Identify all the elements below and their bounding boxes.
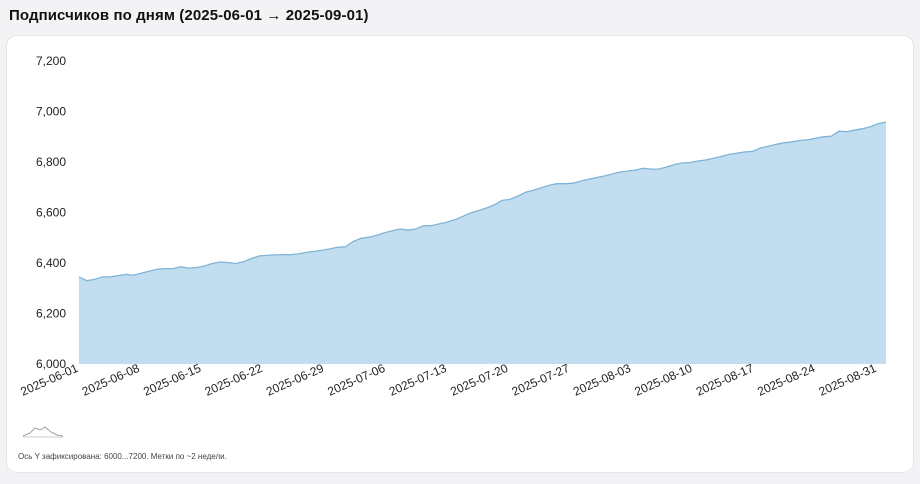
x-tick-label: 2025-07-20 — [448, 361, 510, 399]
x-tick-label: 2025-06-15 — [141, 361, 203, 399]
x-tick-label: 2025-08-17 — [694, 361, 756, 399]
y-tick-label: 6,800 — [36, 155, 66, 169]
y-tick-label: 7,200 — [36, 54, 66, 68]
x-tick-label: 2025-06-22 — [203, 361, 265, 399]
x-tick-label: 2025-08-10 — [632, 361, 694, 399]
y-tick-label: 6,400 — [36, 256, 66, 270]
subscribers-line — [78, 121, 887, 282]
y-tick-label: 6,600 — [36, 206, 66, 220]
x-tick-label: 2025-06-08 — [80, 361, 142, 399]
y-tick-label: 6,000 — [36, 357, 66, 371]
x-tick-label: 2025-07-13 — [387, 361, 449, 399]
y-tick-label: 6,200 — [36, 307, 66, 321]
x-tick-label: 2025-08-03 — [571, 361, 633, 399]
y-tick-label: 7,000 — [36, 105, 66, 119]
x-tick-label: 2025-08-24 — [755, 361, 817, 399]
x-tick-label: 2025-06-29 — [264, 361, 326, 399]
x-tick-label: 2025-08-31 — [817, 361, 879, 399]
subscribers-area — [79, 122, 886, 364]
x-tick-label: 2025-07-27 — [510, 361, 572, 399]
sparkline-icon — [22, 426, 64, 438]
chart-title: Подписчиков по дням (2025-06-01 → 2025-0… — [9, 7, 369, 24]
footnote: Ось Y зафиксирована: 6000...7200. Метки … — [18, 452, 227, 461]
x-tick-label: 2025-07-06 — [325, 361, 387, 399]
x-axis: 2025-06-01 2025-06-08 2025-06-15 2025-06-22… — [18, 361, 878, 399]
y-axis: 6,000 6,200 6,400 6,600 6,800 7,000 7,200 — [36, 54, 66, 371]
